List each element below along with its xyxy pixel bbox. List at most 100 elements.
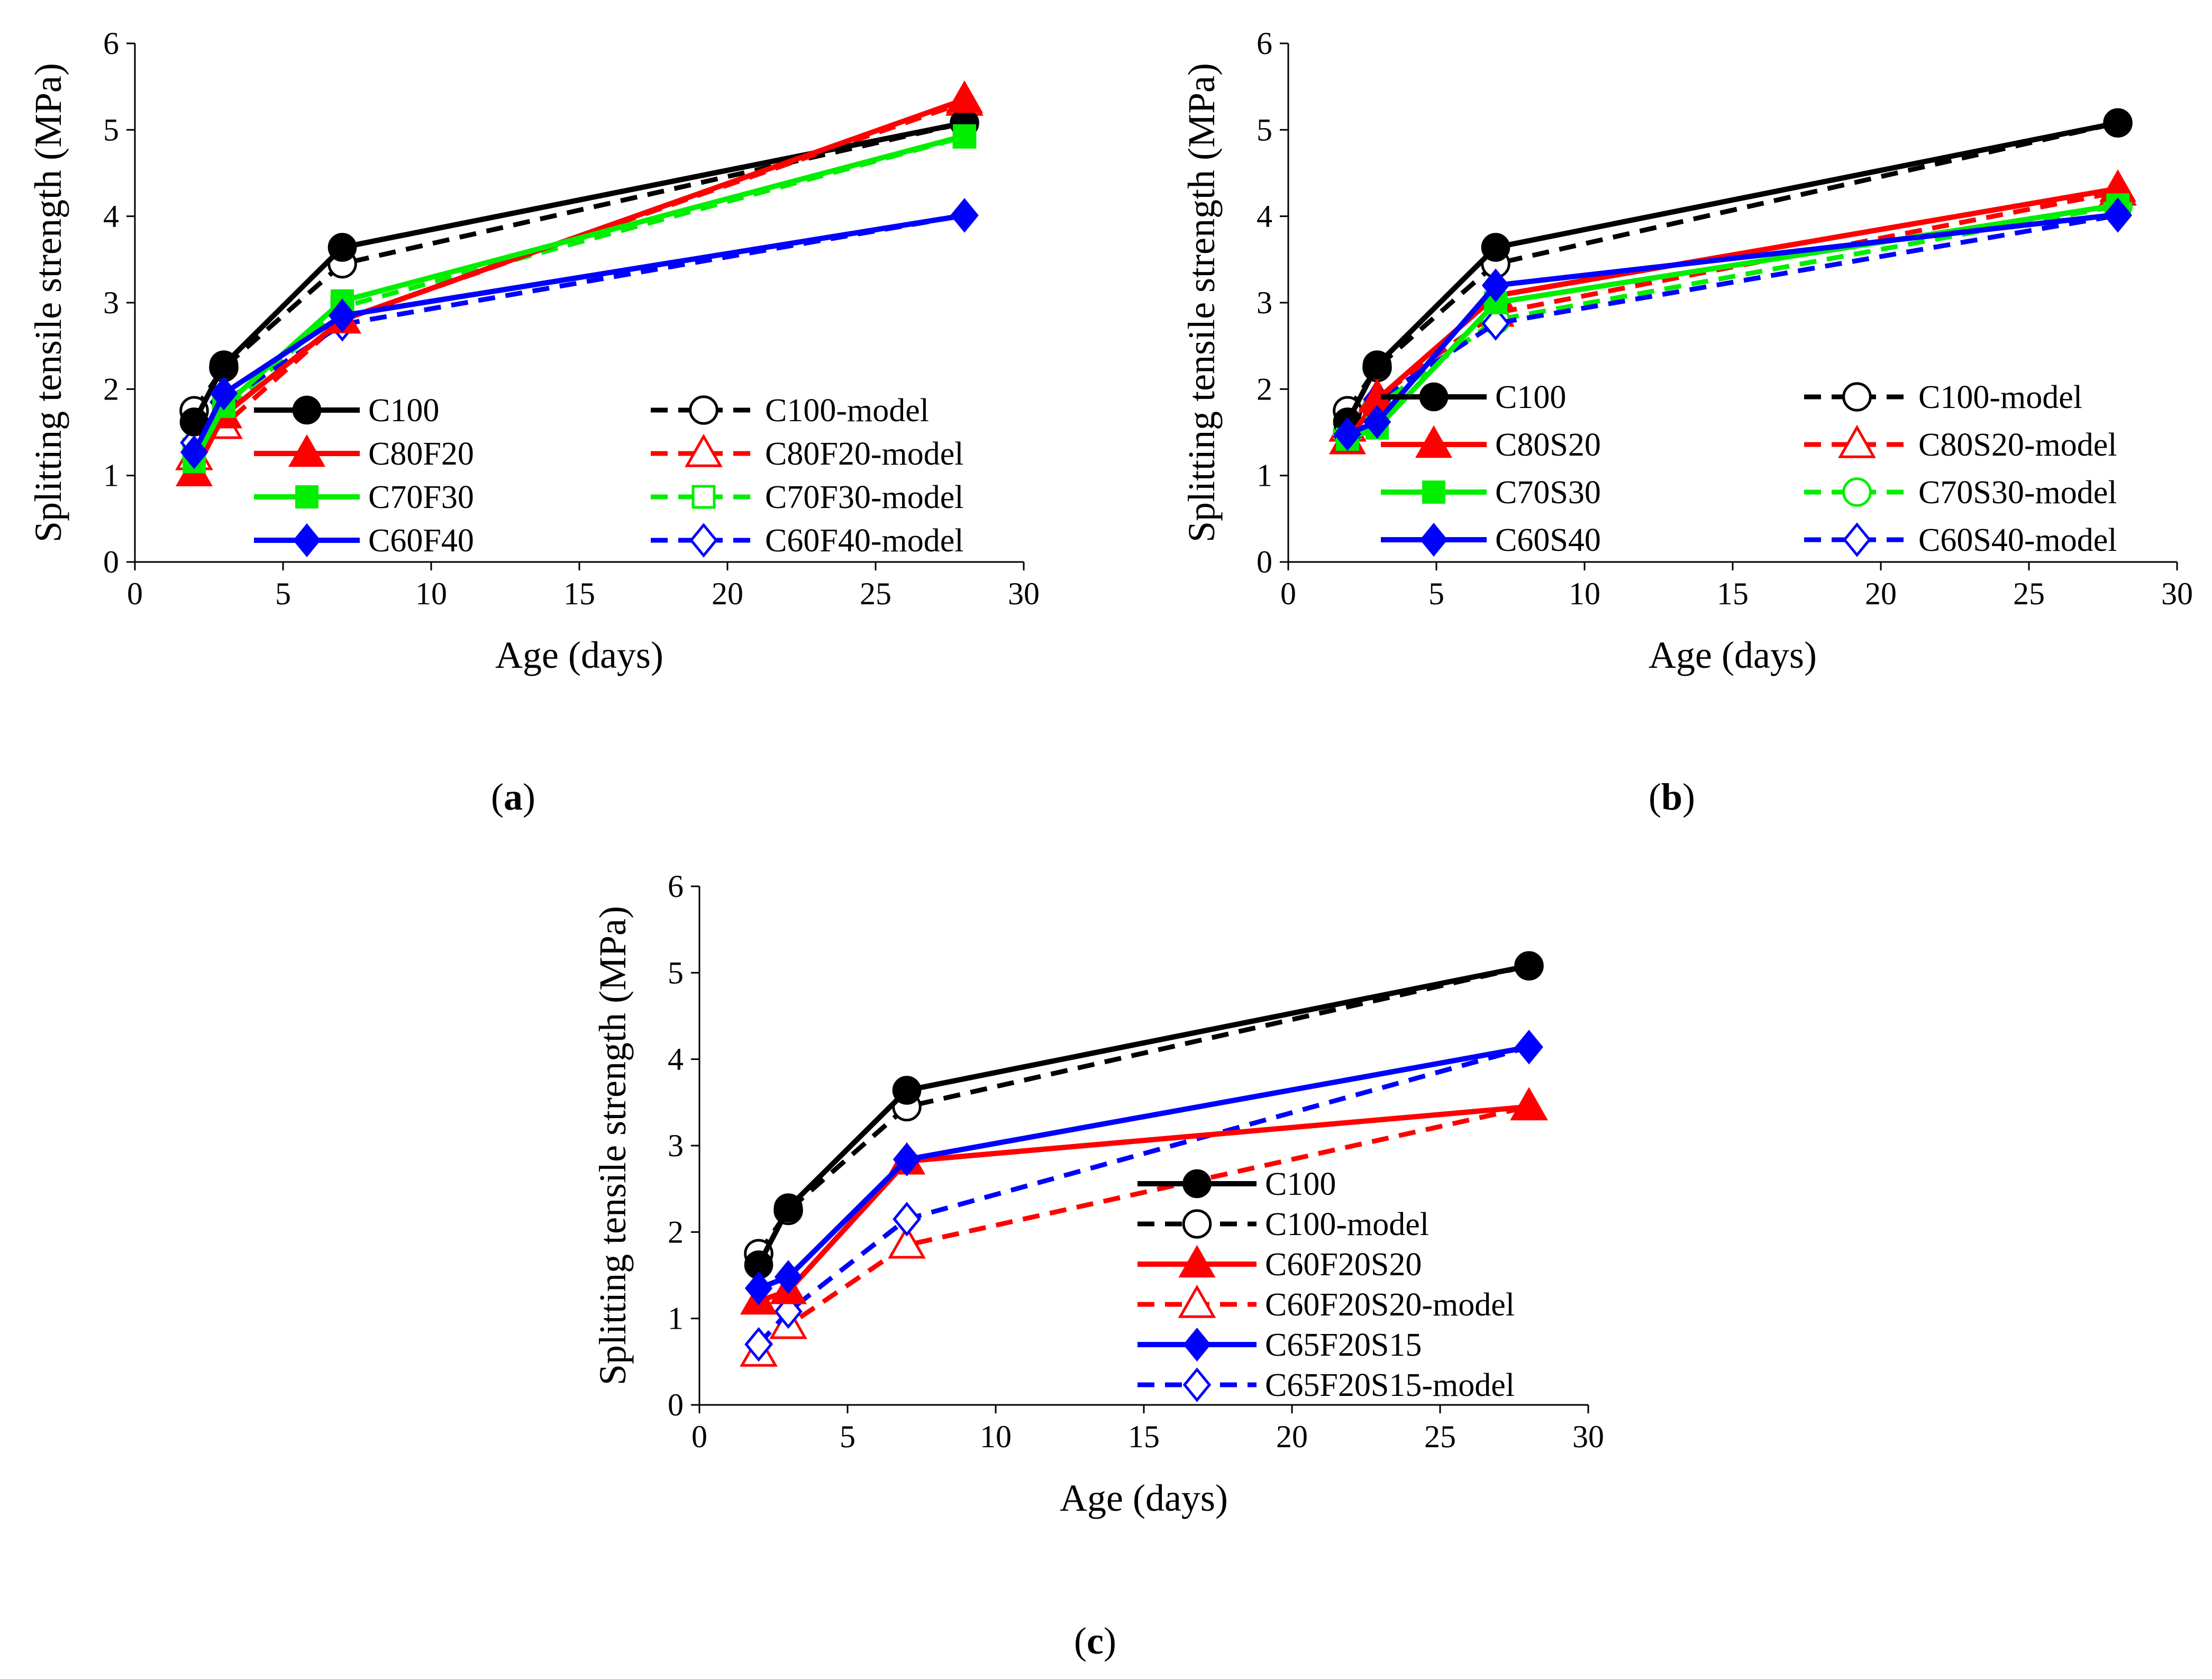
- data-point-c60f40-2: [328, 298, 357, 333]
- legend-label-c70f30-model: C70F30-model: [765, 479, 963, 515]
- y-tick-label: 6: [103, 26, 119, 61]
- legend-label-c70s30-model: C70S30-model: [1918, 475, 2117, 511]
- y-tick-label: 5: [1257, 112, 1272, 147]
- chart-panel-a: 0 5 10 15 20 25 30 0 1 2 3 4 5 6 Age (days) Splitting t…: [27, 26, 1040, 676]
- legend-item-c80s20-model: C80S20-model: [1804, 424, 2117, 463]
- legend-marker-c60f40-model: [689, 523, 718, 558]
- series-c100-model: [179, 108, 979, 425]
- series-line-c60f40: [192, 213, 965, 453]
- y-tick-label: 0: [1257, 544, 1272, 579]
- legend-marker-c70s30-model: [1842, 477, 1872, 507]
- data-point-c60s40-2: [1481, 268, 1510, 303]
- panel-label-a-close: ): [523, 776, 535, 818]
- y-tick-label: 1: [668, 1301, 684, 1336]
- panel-label-b-open: (: [1649, 776, 1661, 818]
- panel-label-c: (c): [1074, 1620, 1116, 1662]
- series-c65f20s15-model: [744, 1030, 1543, 1362]
- y-tick-label: 1: [103, 458, 119, 493]
- x-tick-label: 30: [1008, 576, 1040, 611]
- legend-label-c80s20: C80S20: [1495, 427, 1601, 463]
- legend-label-c60f40: C60F40: [368, 523, 474, 559]
- x-axis-title: Age (days): [1060, 1477, 1228, 1519]
- legend-marker-c80s20: [1415, 425, 1453, 458]
- x-tick-label: 5: [840, 1419, 855, 1454]
- data-point-c65f20s15-2: [893, 1142, 921, 1177]
- series-line-c65f20s15-model: [757, 1045, 1530, 1346]
- x-tick-label: 20: [712, 576, 743, 611]
- legend-label-c100-model: C100-model: [1918, 379, 2082, 415]
- data-point-c65f20s15-0: [744, 1271, 773, 1305]
- legend-item-c60f20s20: C60F20S20: [1137, 1245, 1422, 1283]
- legend-item-c70f30-model: C70F30-model: [651, 479, 963, 515]
- legend: C100 C100-model C60F20S20 C60F20S20-model C6…: [1137, 1166, 1515, 1403]
- y-tick-label: 0: [668, 1387, 684, 1422]
- panel-label-a-open: (: [491, 776, 504, 818]
- panel-label-a: (a): [491, 776, 535, 818]
- legend-label-c60f20s20: C60F20S20: [1265, 1247, 1422, 1283]
- y-tick-label: 6: [668, 869, 684, 904]
- series-line-c100-model: [192, 120, 965, 412]
- legend: C100 C80F20 C70F30 C60F40 C100-model C80F20-m…: [254, 393, 963, 559]
- data-point-c65f20s15-model-1: [774, 1294, 803, 1329]
- x-tick-label: 15: [563, 576, 595, 611]
- legend-label-c100-model: C100-model: [765, 393, 929, 429]
- series-c60s40: [1333, 197, 2132, 451]
- legend-label-c70f30: C70F30: [368, 479, 474, 515]
- chart-panel-c: 0 5 10 15 20 25 30 0 1 2 3 4 5 6 Age (days) Splitting t…: [591, 869, 1604, 1519]
- series-line-c60s40-model: [1345, 213, 2118, 438]
- data-point-c100-2: [892, 1076, 922, 1105]
- legend-item-c100: C100: [1381, 379, 1566, 415]
- legend-marker-c80s20-model: [1838, 424, 1876, 458]
- series-line-c70s30: [1346, 202, 2118, 442]
- legend-label-c100: C100: [368, 393, 439, 429]
- legend-label-c60f20s20-model: C60F20S20-model: [1265, 1287, 1515, 1323]
- series-line-c100: [1345, 120, 2118, 423]
- legend-marker-c100-model: [1182, 1209, 1212, 1239]
- series-line-c80f20: [192, 97, 966, 475]
- series-line-c60f20s20-model: [757, 1104, 1530, 1355]
- legend-marker-c70s30: [1422, 480, 1445, 504]
- x-tick-label: 25: [1424, 1419, 1456, 1454]
- legend-marker-c100: [1182, 1169, 1212, 1199]
- legend-item-c60f40-model: C60F40-model: [651, 523, 963, 559]
- series-line-c100-model: [757, 963, 1530, 1255]
- y-tick-label: 3: [1257, 285, 1272, 320]
- panel-label-b: (b): [1649, 776, 1695, 818]
- legend-marker-c60s40-model: [1843, 522, 1871, 557]
- series-c60f40: [180, 198, 979, 469]
- data-point-c100-2: [1481, 233, 1510, 262]
- x-tick-label: 0: [1280, 576, 1296, 611]
- y-tick-label: 2: [1257, 371, 1272, 406]
- legend-item-c70s30: C70S30: [1381, 475, 1601, 511]
- legend-label-c65f20s15-model: C65F20S15-model: [1265, 1367, 1515, 1403]
- data-point-c60s40-3: [2104, 197, 2132, 232]
- series-line-c80s20: [1345, 186, 2118, 443]
- chart-panel-b: 0 5 10 15 20 25 30 0 1 2 3 4 5 6 Age (days) Splitting t…: [1180, 26, 2193, 676]
- legend-item-c100: C100: [254, 393, 439, 429]
- legend-marker-c100-model: [689, 395, 718, 425]
- data-point-c80f20-3: [945, 80, 984, 113]
- series-line-c100-model: [1345, 120, 2118, 412]
- x-tick-label: 30: [1572, 1419, 1604, 1454]
- data-point-c60f40-1: [210, 376, 238, 411]
- legend-item-c70f30: C70F30: [254, 479, 474, 515]
- data-point-c100-1: [1362, 350, 1392, 379]
- legend-label-c100: C100: [1265, 1166, 1336, 1202]
- y-tick-label: 2: [668, 1214, 684, 1249]
- legend-item-c60f40: C60F40: [254, 523, 474, 559]
- legend-label-c60s40: C60S40: [1495, 522, 1601, 558]
- legend-marker-c60f40: [293, 523, 321, 557]
- legend-label-c80f20: C80F20: [368, 436, 474, 472]
- legend-marker-c70f30-model: [691, 485, 716, 509]
- series-line-c100: [192, 120, 965, 423]
- series-c100: [744, 951, 1544, 1279]
- legend-item-c100-model: C100-model: [1137, 1206, 1429, 1242]
- data-point-c60s40-1: [1363, 405, 1391, 439]
- data-point-c65f20s15-3: [1515, 1030, 1543, 1064]
- series-line-c60s40: [1346, 212, 2118, 437]
- y-tick-label: 3: [103, 285, 119, 320]
- legend-item-c80f20-model: C80F20-model: [651, 433, 963, 472]
- x-tick-label: 5: [1428, 576, 1444, 611]
- legend-marker-c60s40: [1419, 523, 1448, 557]
